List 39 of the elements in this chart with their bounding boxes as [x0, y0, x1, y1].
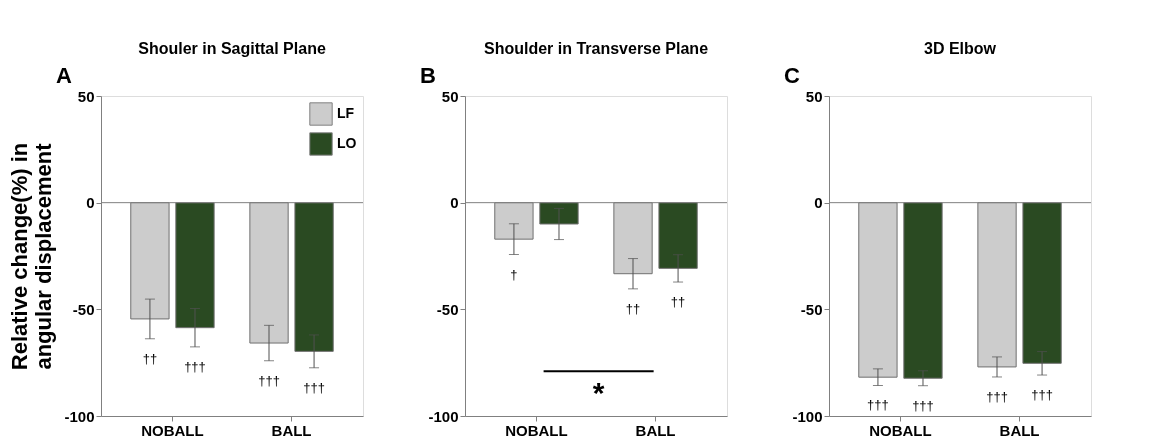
y-tick-label: -100	[792, 407, 823, 425]
data-label: †	[510, 266, 518, 282]
y-tick-label: 50	[441, 87, 459, 105]
x-tick-label: BALL	[271, 421, 312, 438]
y-tick-label: 0	[814, 194, 823, 212]
y-tick-label: 50	[805, 87, 823, 105]
y-tick-label: -50	[800, 300, 823, 318]
annotation: *	[592, 376, 605, 410]
legend-label: LF	[337, 105, 355, 121]
x-tick-label: NOBALL	[141, 421, 204, 438]
y-tick-label: 0	[450, 194, 459, 212]
y-tick-label: -50	[72, 300, 95, 318]
data-label: †††	[184, 358, 206, 374]
legend-label: LO	[337, 135, 357, 151]
y-tick-label: 0	[86, 194, 95, 212]
text: C	[784, 63, 800, 88]
y-tick-label: -100	[64, 407, 95, 425]
data-label: †††	[303, 379, 325, 395]
y-tick-label: 50	[77, 87, 95, 105]
data-label: †††	[986, 388, 1008, 404]
x-tick-label: BALL	[999, 421, 1040, 438]
text: B	[420, 63, 436, 88]
data-label: ††	[670, 294, 686, 310]
x-tick-label: NOBALL	[505, 421, 568, 438]
y-tick-label: -100	[428, 407, 459, 425]
chart-title: 3D Elbow	[923, 40, 997, 57]
x-tick-label: BALL	[635, 421, 676, 438]
data-label: ††	[625, 300, 641, 316]
data-label: †††	[867, 397, 889, 413]
x-tick-label: NOBALL	[869, 421, 932, 438]
y-axis-title: Relative change(%) in angular displacement	[7, 142, 57, 371]
chart-title: Shoulder in Transverse Plane	[483, 40, 709, 57]
chart-title: Shouler in Sagittal Plane	[138, 40, 326, 57]
data-label: ††	[142, 350, 158, 366]
data-label: †††	[1031, 387, 1053, 403]
text: A	[56, 63, 72, 88]
data-label: †††	[912, 397, 934, 413]
data-label: †††	[258, 372, 280, 388]
y-tick-label: -50	[436, 300, 459, 318]
